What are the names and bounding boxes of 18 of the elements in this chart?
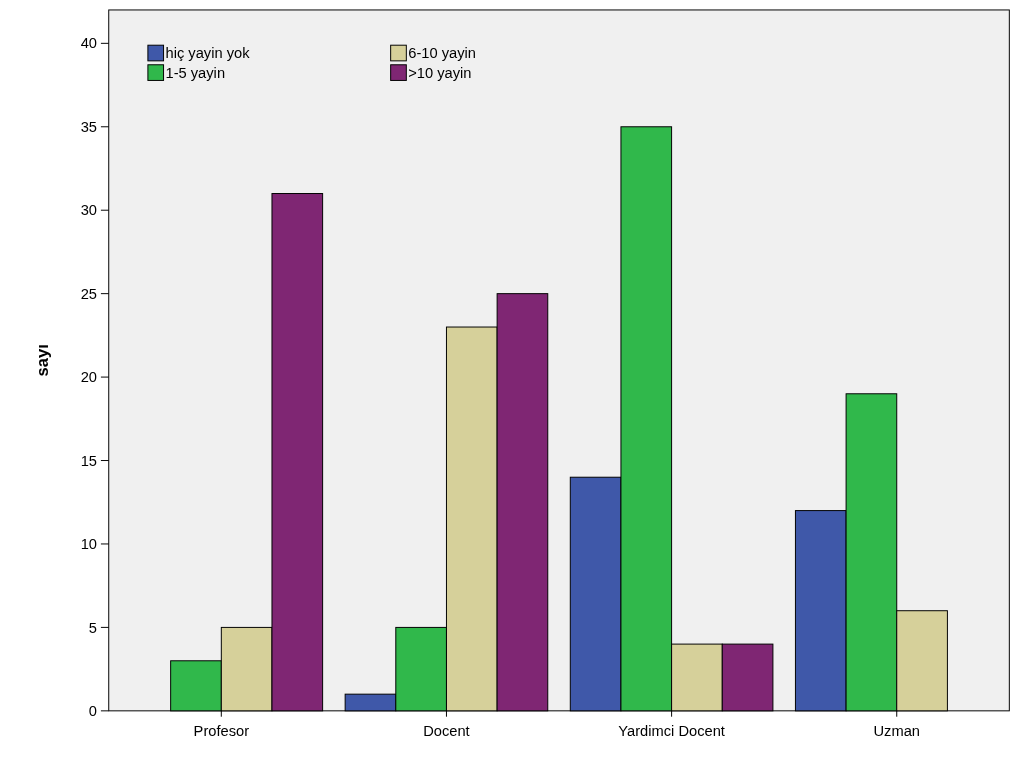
x-tick-label: Profesor [193,723,250,740]
y-tick-label: 40 [80,35,97,52]
y-tick-label: 10 [80,536,97,553]
y-axis-title: sayı [33,344,53,377]
y-tick-label: 0 [88,702,97,719]
y-tick-label: 20 [80,369,97,386]
x-tick-label: Uzman [873,723,920,740]
legend-label: 6-10 yayin [408,44,476,61]
y-tick-label: 5 [88,619,97,636]
legend-label: 1-5 yayin [165,64,226,81]
y-tick-label: 25 [80,285,97,302]
x-tick-label: Docent [423,723,470,740]
y-tick-label: 30 [80,202,97,219]
y-tick-label: 15 [80,452,97,469]
y-tick-label: 35 [80,118,97,135]
x-tick-label: Yardimci Docent [618,723,725,740]
legend-label: hiç yayin yok [165,44,251,61]
legend-label: >10 yayin [408,64,472,81]
